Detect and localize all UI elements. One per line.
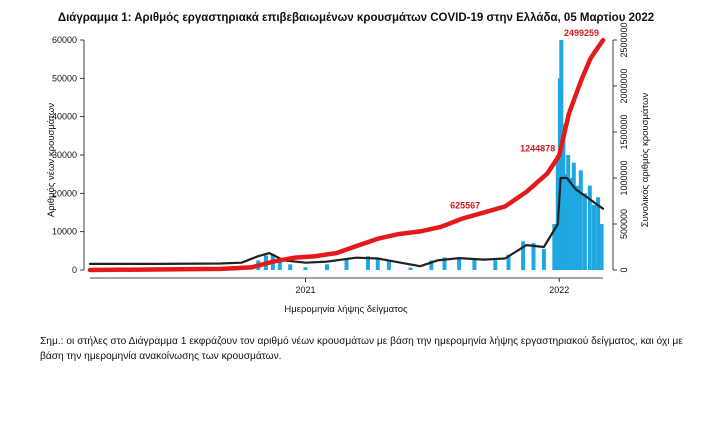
- bar-29: [552, 224, 557, 270]
- y-tick-label-5: 50000: [52, 73, 77, 83]
- bar-39: [578, 170, 583, 270]
- chart: 0 10000 20000 30000 40000 50000 60000 0 500000 10…: [46, 22, 651, 315]
- cumulative-line: [87, 37, 606, 273]
- moving-average-path: [88, 176, 605, 268]
- cumulative-path: [87, 37, 606, 273]
- y-tick-label-1: 10000: [52, 227, 77, 237]
- bar-23: [472, 259, 477, 270]
- bar-15: [344, 259, 349, 270]
- annotation-1: 1244878: [520, 143, 555, 153]
- y-tick-label-0: 0: [72, 265, 77, 275]
- bar-34: [563, 174, 568, 270]
- bar-17: [375, 258, 380, 270]
- bar-38: [575, 185, 580, 270]
- bar-26: [521, 241, 526, 271]
- x-tick-label-1: 2022: [549, 285, 569, 295]
- bar-41: [587, 185, 592, 270]
- y-tick-label-6: 60000: [52, 35, 77, 45]
- y2-tick-label-0: 0: [619, 267, 629, 272]
- moving-average-line: [88, 176, 605, 268]
- bar-27: [531, 243, 536, 270]
- bar-19: [408, 267, 413, 270]
- annotation-2: 2499259: [564, 28, 599, 38]
- y2-tick-label-3: 1500000: [619, 114, 629, 149]
- bar-35: [566, 155, 571, 270]
- bar-21: [442, 257, 447, 270]
- bar-13: [303, 267, 308, 270]
- y-tick-label-3: 30000: [52, 150, 77, 160]
- bar-36: [569, 178, 573, 270]
- y2-tick-label-5: 2500000: [619, 22, 629, 57]
- bar-40: [582, 193, 587, 270]
- bar-12: [288, 264, 293, 271]
- bar-44: [599, 224, 604, 270]
- annotations: 625567 1244878 2499259: [450, 28, 599, 210]
- y2-tick-label-1: 500000: [619, 209, 629, 239]
- footnote: Σημ.: οι στήλες στο Διάγραμμα 1 εκφράζου…: [40, 336, 683, 362]
- bar-18: [386, 261, 391, 270]
- bar-37: [571, 162, 576, 270]
- y2-tick-label-2: 1000000: [619, 160, 629, 195]
- x-axis-label: Ημερομηνία λήψης δείγματος: [284, 304, 408, 315]
- bar-20: [429, 260, 434, 270]
- axes: 0 10000 20000 30000 40000 50000 60000 0 500000 10…: [52, 22, 629, 295]
- bar-16: [366, 256, 370, 270]
- chart-title: Διάγραμμα 1: Αριθμός εργαστηριακά επιβεβ…: [57, 12, 655, 24]
- bar-14: [325, 264, 329, 271]
- bar-42: [592, 204, 596, 270]
- y-tick-label-2: 20000: [52, 188, 77, 198]
- y-axis-label: Αριθμός νέων κρουσμάτων: [46, 103, 57, 217]
- y-tick-label-4: 40000: [52, 112, 77, 122]
- y2-axis-label: Συνολικός αριθμός κρουσμάτων: [640, 93, 651, 228]
- bar-43: [596, 197, 601, 270]
- bar-11: [277, 258, 282, 270]
- bar-22: [457, 258, 462, 270]
- bar-28: [541, 248, 546, 270]
- bar-series: [112, 40, 604, 271]
- bar-33: [561, 124, 566, 270]
- y2-tick-label-4: 2000000: [619, 68, 629, 103]
- bar-25: [506, 254, 511, 270]
- annotation-0: 625567: [450, 200, 480, 210]
- x-tick-label-0: 2021: [295, 285, 315, 295]
- bar-24: [493, 260, 498, 270]
